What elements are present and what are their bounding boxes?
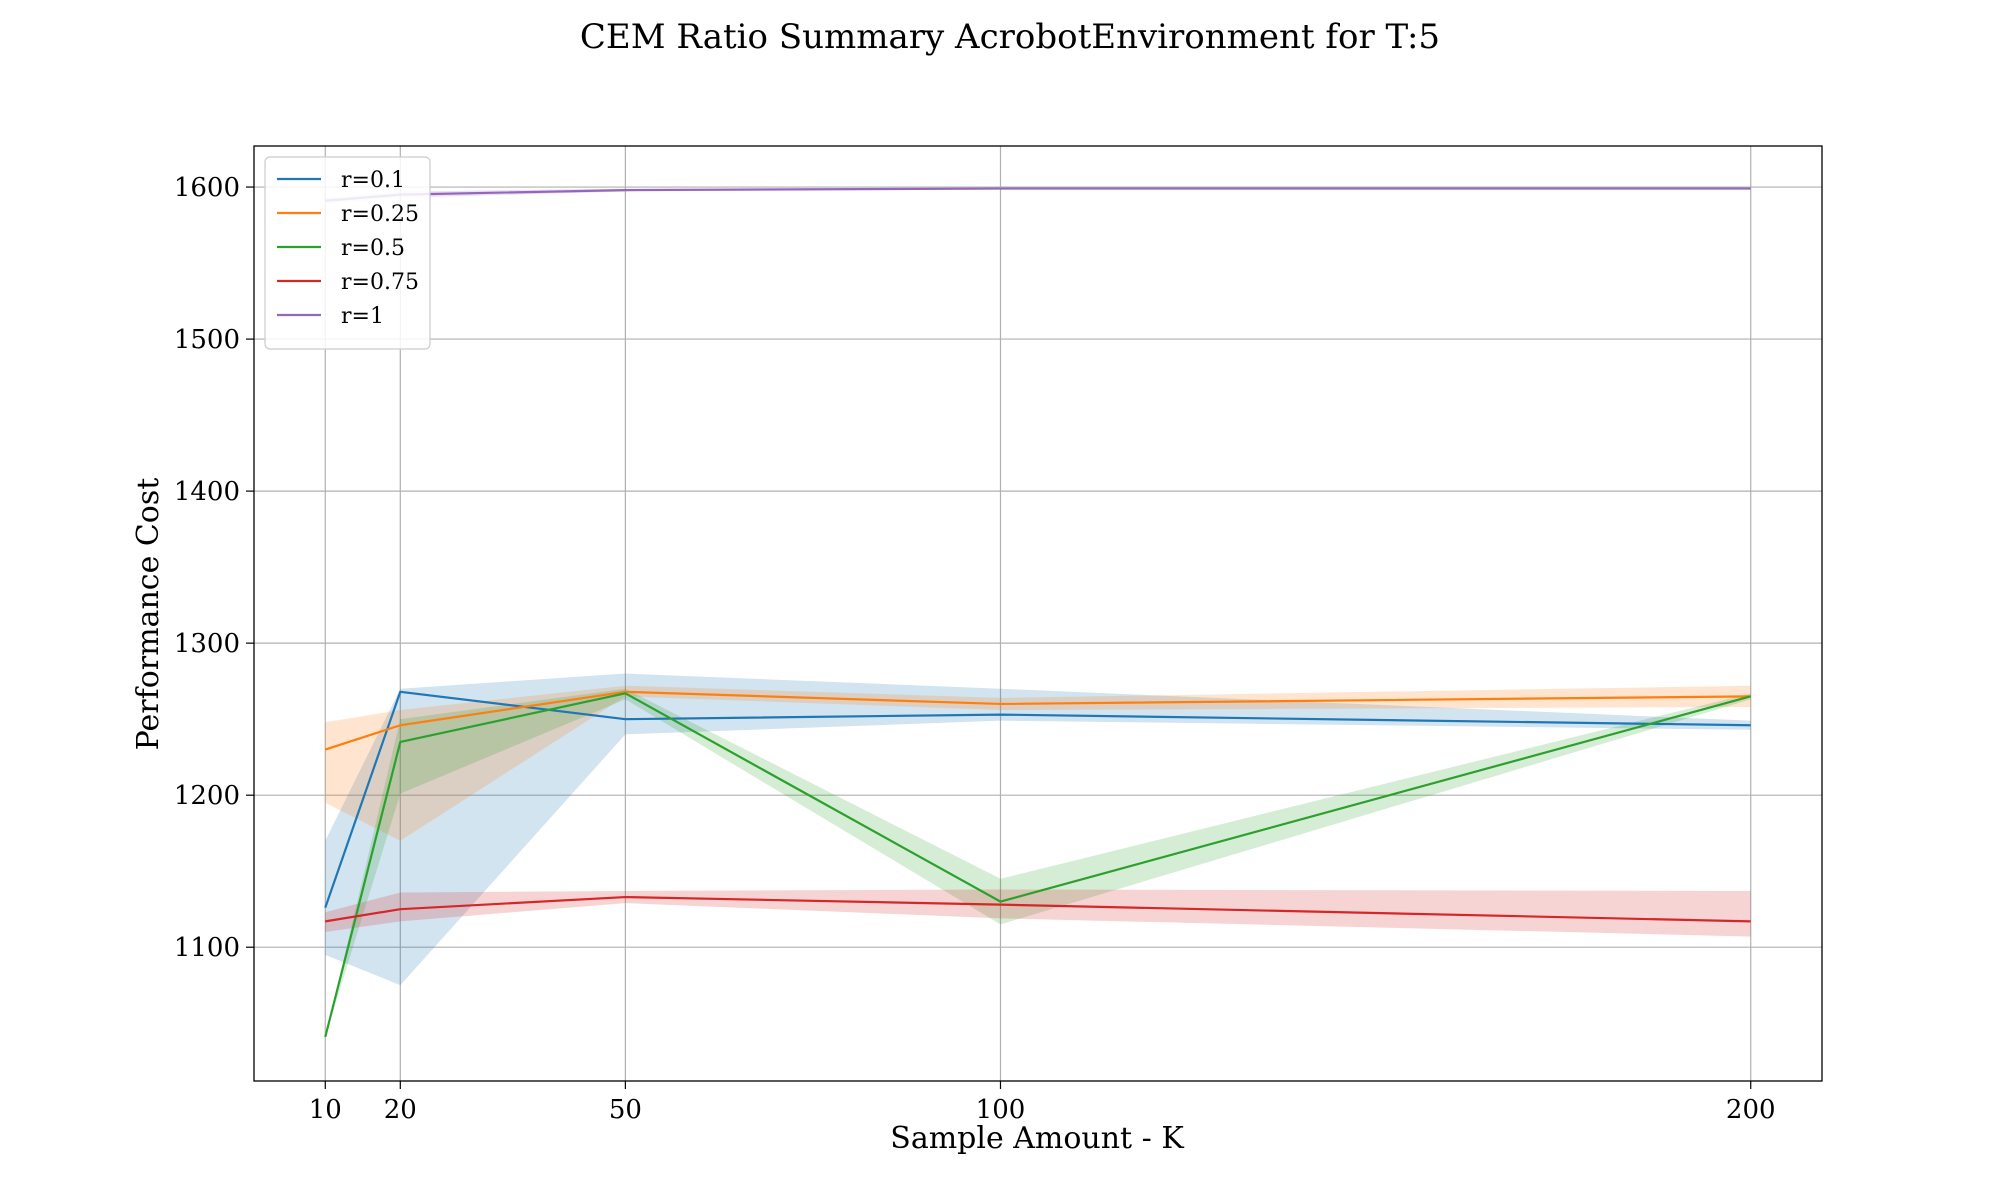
y-axis-ticks: 1100 1200 1300 1400 1500 1600 [174, 173, 254, 963]
x-tick-label: 200 [1726, 1095, 1776, 1125]
legend-label: r=0.1 [341, 168, 405, 193]
y-tick-label: 1500 [174, 325, 240, 355]
legend-label: r=1 [341, 304, 384, 329]
y-tick-label: 1600 [174, 173, 240, 203]
y-tick-label: 1200 [174, 781, 240, 811]
plot-area [254, 146, 1822, 1081]
line-r=0.25 [324, 690, 1751, 751]
band-r=0.75 [325, 889, 1751, 937]
y-tick-label: 1300 [174, 629, 240, 659]
y-tick-label: 1400 [174, 477, 240, 507]
x-tick-label: 100 [976, 1095, 1026, 1125]
band-r=0.25 [325, 685, 1751, 841]
grid [254, 146, 1822, 1081]
x-tick-label: 10 [309, 1095, 342, 1125]
y-tick-label: 1100 [174, 933, 240, 963]
y-axis-label: Performance Cost [131, 478, 166, 751]
legend-box [264, 156, 431, 350]
line-r=0.5 [324, 692, 1752, 1038]
legend-label: r=0.75 [341, 270, 419, 295]
legend-label: r=0.5 [341, 236, 405, 261]
band-r=0.5 [325, 688, 1751, 1037]
line-r=0.75 [325, 895, 1751, 923]
legend-label: r=0.25 [341, 202, 419, 227]
x-axis-label: Sample Amount - K [890, 1121, 1184, 1156]
x-tick-label: 20 [384, 1095, 417, 1125]
band-r=0.1 [325, 673, 1751, 986]
plot-frame [253, 145, 1823, 1082]
legend: r=0.1 r=0.25 r=0.5 r=0.75 r=1 [264, 156, 431, 350]
line-r=0.1 [324, 690, 1751, 909]
x-axis-ticks: 10 20 50 100 200 [309, 1081, 1776, 1125]
chart-title: CEM Ratio Summary AcrobotEnvironment for… [580, 17, 1440, 57]
confidence-bands [325, 188, 1751, 1037]
x-tick-label: 50 [609, 1095, 642, 1125]
